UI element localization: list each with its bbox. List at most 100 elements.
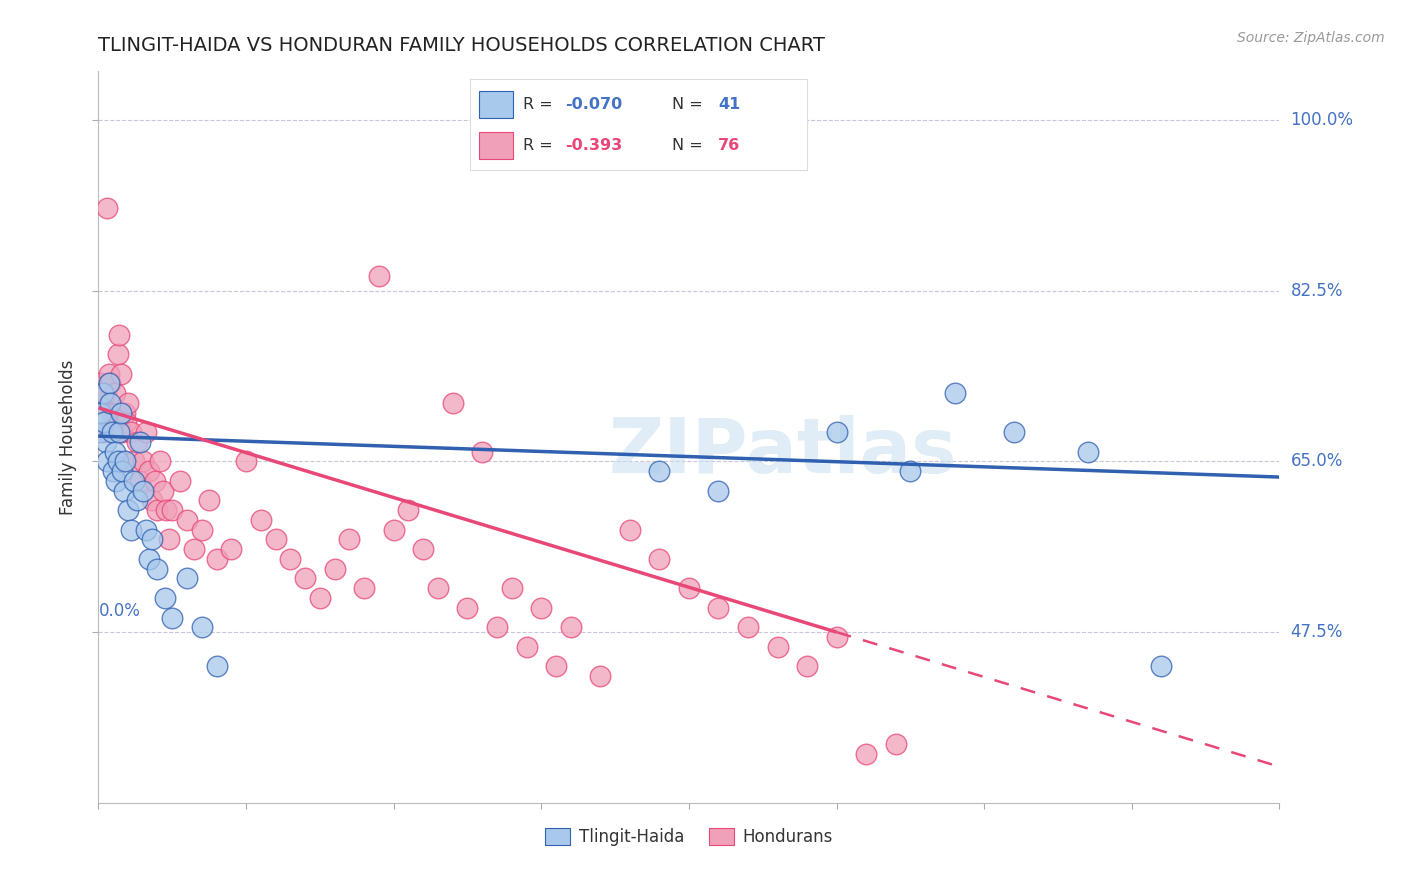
Point [382, 523, 405, 537]
Point [135, 523, 157, 537]
Point [169, 474, 191, 488]
Point [93, 416, 115, 430]
Point [141, 493, 163, 508]
Point [855, 747, 877, 761]
Point [114, 406, 136, 420]
Point [1150, 659, 1173, 673]
Point [678, 581, 700, 595]
Point [1002, 425, 1025, 440]
Point [486, 620, 509, 634]
Point [353, 581, 375, 595]
Point [546, 659, 568, 673]
Point [149, 454, 172, 468]
Point [96, 201, 118, 215]
Point [89, 425, 111, 440]
Point [138, 552, 160, 566]
Text: TLINGIT-HAIDA VS HONDURAN FAMILY HOUSEHOLDS CORRELATION CHART: TLINGIT-HAIDA VS HONDURAN FAMILY HOUSEHO… [98, 36, 825, 54]
Point [191, 620, 214, 634]
Point [900, 464, 922, 478]
Point [100, 406, 122, 420]
Point [97, 367, 120, 381]
Point [98, 396, 121, 410]
Point [530, 600, 553, 615]
Point [707, 600, 730, 615]
Y-axis label: Family Households: Family Households [59, 359, 77, 515]
Point [97, 376, 120, 391]
Point [104, 386, 127, 401]
Point [91, 386, 114, 401]
Point [560, 620, 582, 634]
Point [471, 444, 494, 458]
Point [1077, 444, 1099, 458]
Point [589, 669, 612, 683]
Point [94, 386, 117, 401]
Point [110, 367, 132, 381]
Point [412, 542, 434, 557]
Point [90, 406, 112, 420]
Point [125, 493, 148, 508]
Point [146, 562, 169, 576]
Point [117, 503, 139, 517]
Point [111, 425, 134, 440]
Text: 0.0%: 0.0% [98, 602, 141, 620]
Point [111, 464, 134, 478]
Text: 47.5%: 47.5% [1291, 624, 1343, 641]
Point [157, 533, 180, 547]
Point [516, 640, 538, 654]
Point [796, 659, 818, 673]
Point [122, 474, 145, 488]
Point [457, 600, 479, 615]
Point [648, 552, 671, 566]
Point [294, 572, 316, 586]
Point [339, 533, 361, 547]
Text: 65.0%: 65.0% [1291, 452, 1343, 470]
Point [125, 434, 148, 449]
Point [128, 434, 150, 449]
Point [96, 454, 118, 468]
Point [94, 434, 117, 449]
Point [280, 552, 302, 566]
Point [155, 503, 177, 517]
Point [132, 483, 155, 498]
Point [943, 386, 966, 401]
Point [112, 454, 135, 468]
Point [619, 523, 641, 537]
Point [162, 610, 183, 624]
Point [135, 425, 157, 440]
Point [120, 425, 142, 440]
Point [884, 737, 907, 751]
Point [108, 327, 131, 342]
Point [112, 483, 135, 498]
Point [176, 513, 198, 527]
Point [737, 620, 759, 634]
Point [120, 523, 142, 537]
Point [153, 591, 176, 605]
Point [138, 464, 160, 478]
Point [114, 454, 136, 468]
Point [176, 572, 198, 586]
Point [110, 406, 132, 420]
Point [235, 454, 257, 468]
Point [117, 396, 139, 410]
Point [91, 396, 114, 410]
Point [707, 483, 730, 498]
Point [191, 523, 214, 537]
Legend: Tlingit-Haida, Hondurans: Tlingit-Haida, Hondurans [538, 822, 839, 853]
Point [152, 483, 174, 498]
Point [105, 406, 128, 420]
Point [107, 347, 129, 361]
Point [132, 454, 155, 468]
Point [108, 425, 131, 440]
Point [98, 376, 121, 391]
Point [100, 425, 122, 440]
Point [146, 503, 169, 517]
Text: 100.0%: 100.0% [1291, 112, 1354, 129]
Point [198, 493, 221, 508]
Point [825, 630, 848, 644]
Point [398, 503, 420, 517]
Point [825, 425, 848, 440]
Point [323, 562, 346, 576]
Text: 82.5%: 82.5% [1291, 282, 1343, 300]
Point [648, 464, 671, 478]
Point [122, 454, 145, 468]
